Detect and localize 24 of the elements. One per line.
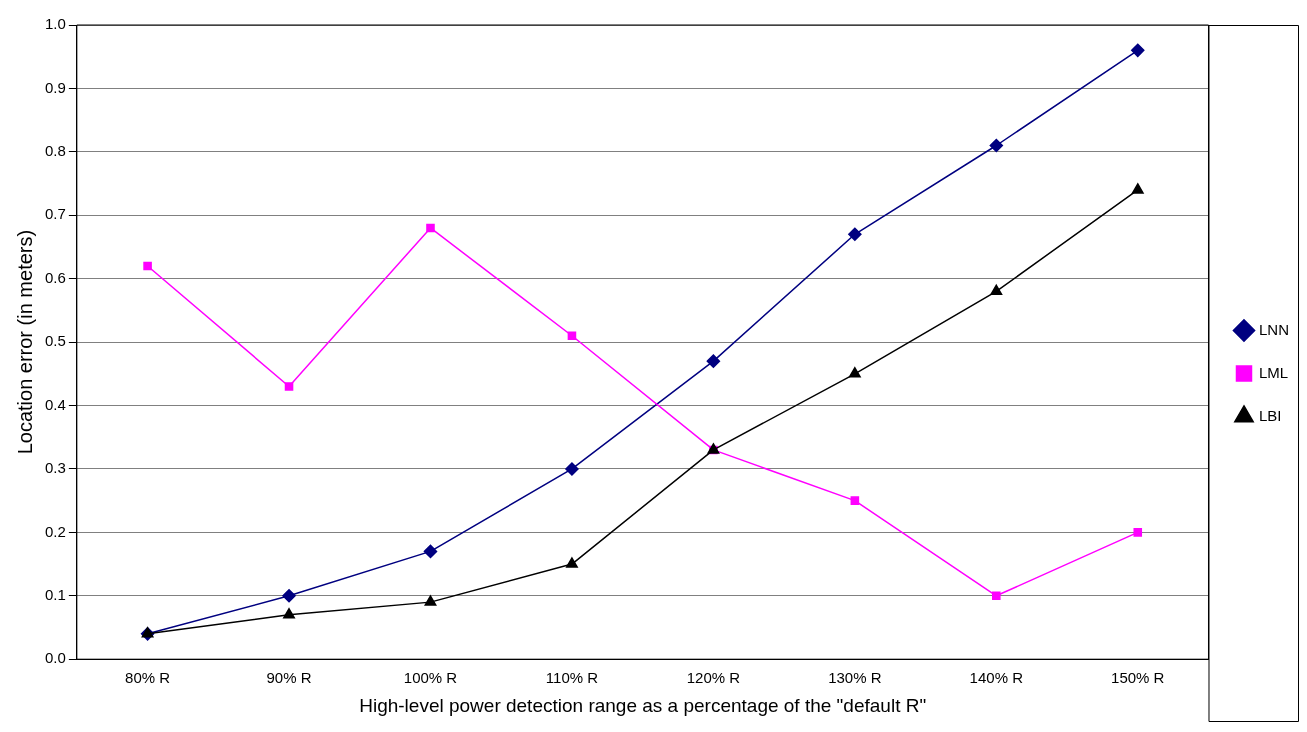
y-tick-label: 0.9 <box>44 78 66 96</box>
x-tick-label: 80% R <box>125 669 171 687</box>
y-tick-label: 1.0 <box>44 15 66 33</box>
y-tick-label: 0.3 <box>44 459 66 477</box>
legend-label: LNN <box>1258 320 1290 338</box>
y-tick-label: 0.5 <box>44 332 66 350</box>
y-tick-label: 0.7 <box>44 205 66 223</box>
y-tick-label: 0.0 <box>44 649 66 667</box>
y-tick-label: 0.6 <box>44 268 66 286</box>
x-tick-label: 120% R <box>686 669 741 687</box>
x-tick-label: 150% R <box>1111 669 1165 687</box>
x-tick-label: 110% R <box>545 669 599 687</box>
legend-label: LML <box>1258 363 1289 381</box>
y-axis-title: Location error (in meters) <box>13 229 36 455</box>
x-tick-label: 100% R <box>403 669 458 687</box>
y-tick-label: 0.1 <box>44 585 66 603</box>
y-tick-label: 0.8 <box>44 141 66 159</box>
x-tick-label: 140% R <box>969 669 1024 687</box>
x-tick-label: 130% R <box>828 669 882 687</box>
legend-label: LBI <box>1258 406 1282 424</box>
y-tick-label: 0.4 <box>44 395 66 413</box>
y-tick-label: 0.2 <box>44 522 66 540</box>
x-tick-label: 90% R <box>266 669 312 687</box>
x-axis-title: High-level power detection range as a percentage of the "default R" <box>359 694 927 716</box>
